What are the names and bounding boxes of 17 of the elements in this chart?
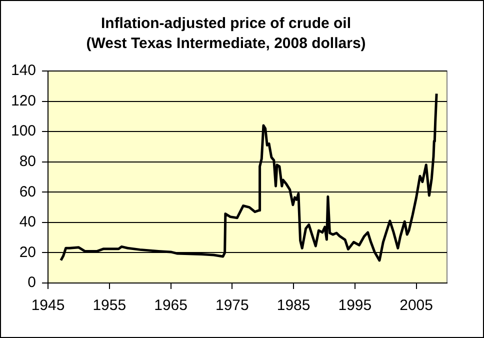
y-tick-label: 100 <box>10 122 36 140</box>
y-tick-label: 60 <box>19 183 36 200</box>
y-tick-label: 0 <box>28 274 36 292</box>
y-tick-label: 120 <box>10 92 36 110</box>
y-tick-label: 40 <box>19 214 36 231</box>
x-tick-label: 1955 <box>92 297 126 314</box>
y-tick-label: 20 <box>19 244 36 261</box>
chart-subtitle: (West Texas Intermediate, 2008 dollars) <box>86 35 366 52</box>
chart-title: Inflation-adjusted price of crude oil <box>100 15 352 32</box>
y-tick-label: 80 <box>19 153 36 170</box>
x-tick-label: 1995 <box>338 297 372 314</box>
x-tick-label: 1945 <box>31 297 65 314</box>
x-tick-label: 2005 <box>400 297 433 314</box>
x-tick-label: 1975 <box>215 297 249 314</box>
y-tick-label: 140 <box>10 62 36 80</box>
x-tick-label: 1965 <box>154 297 188 314</box>
x-tick-label: 1985 <box>276 297 310 314</box>
